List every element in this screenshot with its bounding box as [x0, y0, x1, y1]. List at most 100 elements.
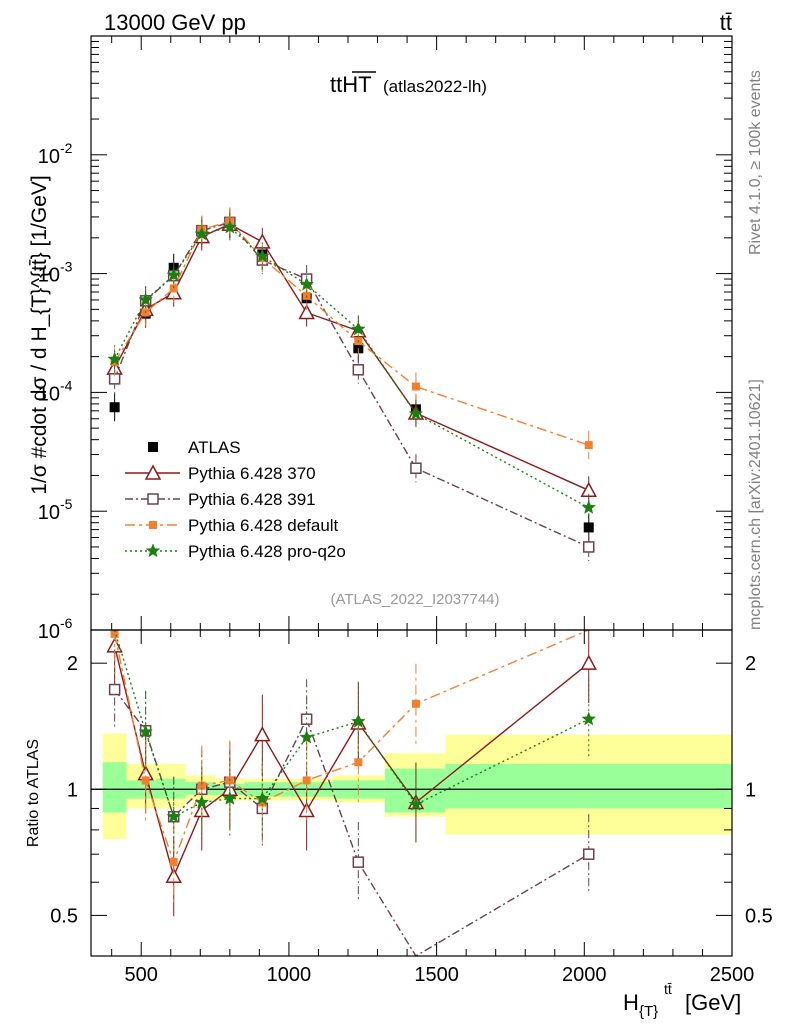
y-tick-label: 10 -2	[38, 140, 73, 168]
legend-label: Pythia 6.428 default	[188, 516, 339, 535]
ratio-tick-label-right: 1	[745, 779, 756, 801]
y-tick-label: 10 -3	[38, 259, 73, 287]
series-pythia-6-428-391	[108, 208, 595, 561]
main-plot-series	[106, 207, 597, 561]
ratio-tick-label-right: 0.5	[745, 905, 773, 927]
series-pythia-6-428-default	[110, 207, 593, 460]
data-point	[580, 481, 597, 498]
x-axis-label-sup: tt̄	[664, 981, 672, 997]
ratio-point	[108, 683, 121, 696]
ratio-line	[113, 629, 590, 818]
legend-label: ATLAS	[188, 438, 241, 457]
ratio-point	[222, 790, 238, 805]
ratio-bands	[91, 733, 732, 840]
data-point	[584, 441, 593, 450]
legend: ATLAS Pythia 6.428 370 Pythia 6.428 391 Pyt…	[125, 438, 346, 561]
x-tick-label: 500	[125, 964, 158, 986]
mcplots-label: mcplots.cern.ch [arXiv:2401.10621]	[747, 379, 764, 630]
series-pythia-6-428-370	[106, 210, 597, 505]
ratio-point	[255, 790, 270, 805]
series-line	[113, 226, 590, 509]
y-tick-label: 10 -4	[38, 377, 73, 405]
ratio-point	[141, 776, 150, 785]
x-tick-label: 1000	[267, 964, 312, 986]
y-tick-base: 10	[38, 502, 60, 524]
ratio-tick-label-right: 2	[745, 653, 756, 675]
ratio-point	[354, 758, 363, 767]
data-point	[583, 522, 594, 533]
legend-item: Pythia 6.428 pro-q2o	[125, 542, 346, 561]
y-tick-base: 10	[38, 383, 60, 405]
ratio-point	[302, 776, 311, 785]
chart-title-main: ttHT	[330, 72, 372, 97]
ratio-point	[138, 724, 153, 739]
ratio-series-pythia-6-428-pro-q2o	[113, 629, 597, 857]
ratio-tick-label: 0.5	[50, 905, 78, 927]
x-axis-label-main: H	[623, 990, 639, 1015]
ratio-point	[165, 867, 182, 884]
legend-marker	[149, 521, 157, 529]
collision-label: 13000 GeV pp	[104, 10, 246, 35]
x-axis-label-unit: [GeV]	[685, 990, 741, 1015]
ratio-point	[408, 796, 424, 811]
y-tick-exp: -5	[60, 496, 73, 512]
data-point	[298, 303, 315, 320]
data-point	[352, 364, 365, 376]
ratio-band-inner	[102, 762, 127, 813]
ratio-point	[258, 798, 267, 807]
series-atlas	[109, 210, 594, 542]
data-point	[410, 462, 422, 474]
y-tick-base: 10	[38, 265, 60, 287]
y-tick-base: 10	[38, 146, 60, 168]
rivet-version-label: Rivet 4.1.0, ≥ 100k events	[747, 70, 764, 255]
ratio-point	[299, 729, 314, 744]
y-tick-label: 10 -5	[38, 496, 73, 524]
y-tick-exp: -2	[60, 140, 73, 156]
data-point	[299, 276, 314, 291]
x-tick-label: 1500	[414, 964, 459, 986]
ratio-point	[581, 711, 597, 726]
legend-label: Pythia 6.428 pro-q2o	[188, 542, 346, 561]
series-pythia-6-428-pro-q2o	[107, 213, 597, 522]
x-axis-label-sub: {T}	[639, 1003, 658, 1020]
data-point	[255, 248, 270, 263]
y-tick-exp: -4	[60, 377, 73, 393]
ratio-plot-frame	[90, 629, 733, 957]
ratio-point	[580, 654, 597, 670]
data-point	[109, 402, 120, 413]
main-plot-frame	[90, 35, 733, 631]
y-tick-exp: -6	[60, 615, 73, 631]
data-point	[581, 499, 597, 514]
data-point	[107, 351, 122, 366]
x-axis-label: H {T} tt̄ [GeV]	[623, 981, 741, 1020]
legend-item: Pythia 6.428 370	[125, 464, 316, 483]
ratio-tick-label: 1	[67, 779, 78, 801]
series-line	[114, 220, 589, 446]
y-tick-exp: -3	[60, 259, 73, 275]
data-point	[166, 267, 182, 282]
legend-label: Pythia 6.428 370	[188, 464, 316, 483]
y-axis-label: 1/σ #cdot dσ / d H_{T}^{tt̄} [1/GeV]	[28, 175, 51, 494]
ratio-point	[169, 858, 178, 867]
x-tick-label: 2000	[562, 964, 607, 986]
legend-label: Pythia 6.428 391	[188, 490, 316, 509]
ratio-point	[411, 699, 420, 708]
chart-title: ttHT (atlas2022-lh)	[330, 71, 487, 97]
x-tick-label: 2500	[710, 964, 755, 986]
process-label: tt̄	[720, 10, 732, 35]
ratio-axis-label: Ratio to ATLAS	[25, 739, 42, 847]
ratio-band-inner	[445, 763, 732, 809]
legend-marker	[145, 543, 161, 558]
ratio-line	[113, 645, 590, 879]
ratio-point	[254, 726, 271, 742]
ratio-point	[351, 713, 366, 728]
data-point	[408, 406, 424, 421]
ratio-point	[352, 856, 365, 868]
data-point	[194, 226, 210, 241]
y-tick-label: 10 -6	[38, 615, 73, 643]
data-point	[169, 284, 178, 293]
data-point	[582, 541, 595, 553]
legend-marker	[147, 493, 159, 505]
data-point	[138, 292, 153, 307]
